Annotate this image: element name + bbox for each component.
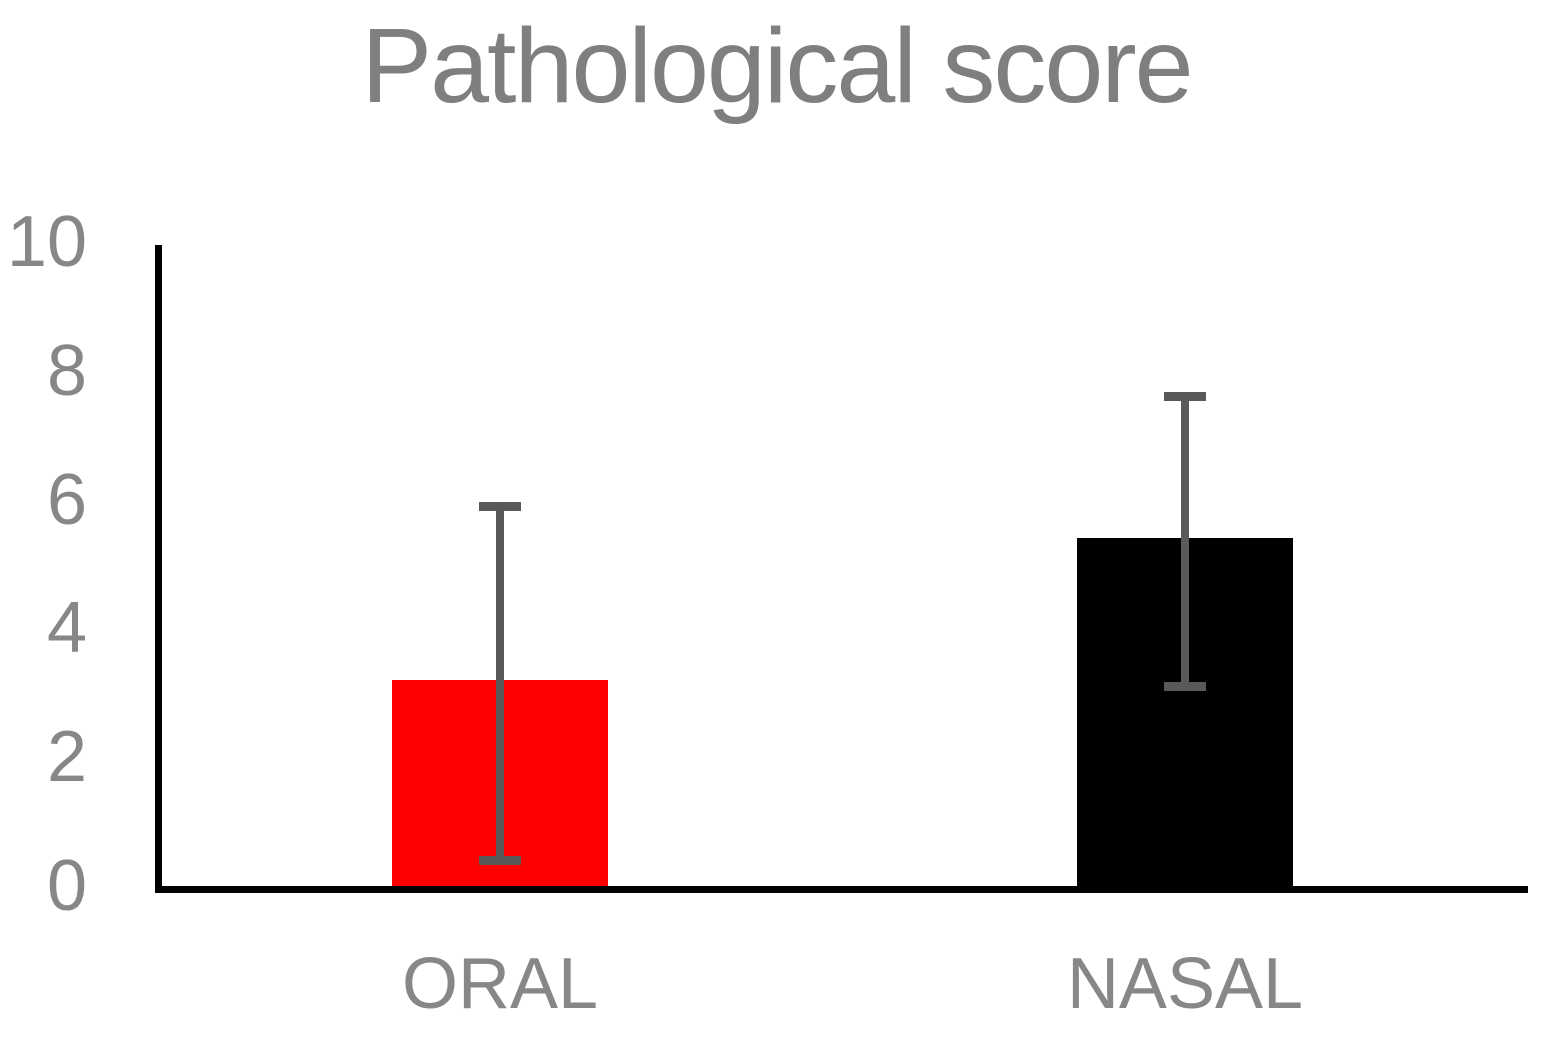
error-bar-cap-bottom (479, 855, 521, 865)
y-tick-label: 10 (6, 202, 87, 282)
y-tick-label: 8 (46, 330, 87, 411)
chart-title: Pathological score (361, 7, 1193, 125)
error-bar-line (1181, 396, 1189, 687)
y-axis-line (155, 245, 162, 893)
category-label-oral: ORAL (401, 944, 599, 1024)
y-tick-label: 4 (46, 588, 87, 669)
error-bar-cap-bottom (1164, 681, 1206, 691)
category-label-nasal: NASAL (1066, 944, 1304, 1024)
x-axis-line (155, 886, 1528, 893)
error-bar-cap-top (479, 501, 521, 511)
y-tick-label: 6 (46, 459, 87, 540)
error-bar-cap-top (1164, 392, 1206, 402)
y-tick-label: 2 (46, 717, 87, 798)
error-bar-line (496, 506, 504, 861)
y-tick-label: 0 (46, 846, 87, 926)
